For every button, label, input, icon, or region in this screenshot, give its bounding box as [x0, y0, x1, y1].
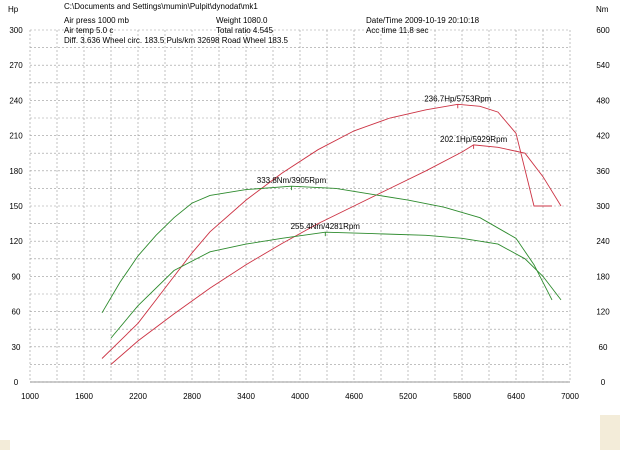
- chart-grid: [29, 29, 571, 383]
- peak-labels: 236.7Hp/5753Rpm 202.1Hp/5929Rpm 333.8Nm/39…: [257, 94, 508, 231]
- air-press: Air press 1000 mb: [64, 16, 129, 25]
- left-tick-label: 240: [9, 96, 23, 105]
- weight: Weight 1080.0: [216, 16, 268, 25]
- right-tick-label: 60: [599, 343, 608, 352]
- left-tick-label: 180: [9, 167, 23, 176]
- right-tick-label: 180: [596, 272, 610, 281]
- peak-label: 236.7Hp/5753Rpm: [424, 94, 491, 103]
- right-tick-label: 600: [596, 26, 610, 35]
- left-tick-label: 0: [14, 378, 19, 387]
- left-tick-label: 150: [9, 202, 23, 211]
- acc-time: Acc time 11.8 sec: [366, 26, 429, 35]
- date-time: Date/Time 2009-10-19 20:10:18: [366, 16, 480, 25]
- x-tick-label: 5200: [399, 392, 417, 401]
- right-tick-label: 0: [601, 378, 606, 387]
- x-tick-label: 4600: [345, 392, 363, 401]
- right-axis-label: Nm: [596, 5, 609, 14]
- x-tick-label: 1000: [21, 392, 39, 401]
- peak-label: 202.1Hp/5929Rpm: [440, 135, 507, 144]
- right-tick-labels: 0 60 120 180 240 300 360 420 480 540 600: [596, 26, 610, 387]
- left-tick-label: 270: [9, 61, 23, 70]
- series-line: [101, 103, 552, 359]
- x-tick-label: 5800: [453, 392, 471, 401]
- diff-info: Diff. 3.636 Wheel circ. 183.5 Puls/km 32…: [64, 36, 288, 45]
- total-ratio: Total ratio 4.545: [216, 26, 273, 35]
- series-line: [110, 231, 562, 339]
- right-tick-label: 120: [596, 308, 610, 317]
- air-temp: Air temp 5.0 c: [64, 26, 114, 35]
- left-tick-labels: 0 30 60 90 120 150 180 210 240 270 300: [9, 26, 23, 387]
- right-tick-label: 300: [596, 202, 610, 211]
- corner-block-right: [600, 415, 620, 450]
- left-axis-label: Hp: [8, 5, 19, 14]
- x-tick-label: 4000: [291, 392, 309, 401]
- file-path: C:\Documents and Settings\mumin\Pulpit\d…: [64, 2, 258, 11]
- x-tick-label: 2800: [183, 392, 201, 401]
- x-tick-label: 1600: [75, 392, 93, 401]
- series-line: [110, 144, 562, 365]
- right-tick-label: 240: [596, 237, 610, 246]
- right-tick-label: 540: [596, 61, 610, 70]
- chart-series: [101, 103, 562, 365]
- x-tick-labels: 1000 1600 2200 2800 3400 4000 4600 5200 5800 6400…: [21, 392, 579, 401]
- peak-label: 333.8Nm/3905Rpm: [257, 176, 327, 185]
- left-tick-label: 90: [12, 272, 21, 281]
- x-tick-label: 6400: [507, 392, 525, 401]
- x-tick-label: 3400: [237, 392, 255, 401]
- right-tick-label: 420: [596, 132, 610, 141]
- peak-label: 255.4Nm/4281Rpm: [291, 222, 361, 231]
- left-tick-label: 120: [9, 237, 23, 246]
- x-tick-label: 7000: [561, 392, 579, 401]
- right-tick-label: 480: [596, 96, 610, 105]
- left-tick-label: 30: [12, 343, 21, 352]
- x-tick-label: 2200: [129, 392, 147, 401]
- left-tick-label: 300: [9, 26, 23, 35]
- right-tick-label: 360: [596, 167, 610, 176]
- corner-block-left: [0, 440, 10, 450]
- left-tick-label: 60: [12, 308, 21, 317]
- left-tick-label: 210: [9, 132, 23, 141]
